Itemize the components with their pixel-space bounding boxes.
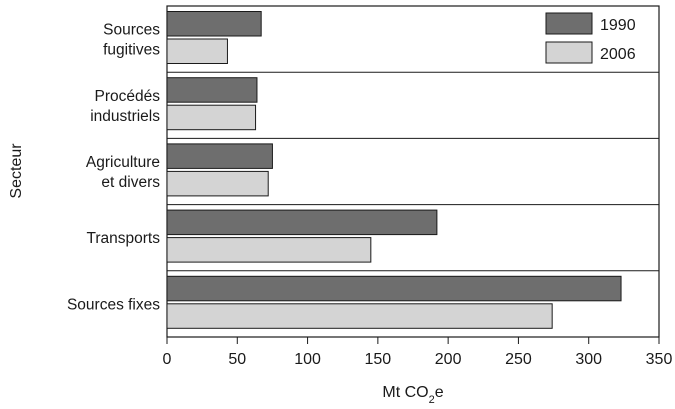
category-label: Procédés: [95, 88, 161, 105]
legend-swatch-1990: [545, 12, 593, 35]
category-label: Agriculture: [86, 154, 160, 171]
x-axis-label: Mt CO2e: [382, 384, 443, 406]
category-label: Sources fixes: [67, 296, 160, 313]
x-tick-label: 100: [294, 351, 321, 368]
bar-1990-1: [166, 77, 258, 103]
legend-label-2006: 2006: [600, 46, 636, 63]
category-label: Sources: [103, 22, 160, 39]
legend-label-1990: 1990: [600, 17, 636, 34]
bar-2006-4: [166, 303, 553, 329]
x-tick-label: 150: [365, 351, 392, 368]
bar-1990-4: [166, 275, 622, 302]
x-tick-label: 250: [505, 351, 532, 368]
x-axis-ticks: 0 50 100 150 200 250 300 350: [163, 337, 673, 368]
bar-2006-1: [166, 104, 257, 131]
y-axis-label: Secteur: [8, 143, 25, 199]
category-separators: [167, 71, 659, 272]
bar-1990-2: [166, 143, 273, 169]
category-labels: Sources fugitives Procédés industriels Agric…: [67, 22, 160, 314]
bar-2006-2: [166, 170, 269, 197]
bar-1990-0: [166, 11, 262, 37]
legend: 1990 2006: [545, 12, 636, 64]
x-tick-label: 350: [646, 351, 673, 368]
category-label: et divers: [101, 174, 160, 191]
legend-swatch-2006: [545, 41, 593, 64]
category-label: industriels: [90, 108, 160, 125]
bar-2006-0: [166, 38, 228, 64]
x-tick-label: 50: [228, 351, 246, 368]
x-tick-label: 200: [435, 351, 462, 368]
category-label: Transports: [86, 230, 160, 247]
bar-2006-3: [166, 237, 372, 263]
x-tick-label: 300: [575, 351, 602, 368]
bar-1990-3: [166, 209, 438, 236]
bars-group: [166, 11, 622, 329]
category-label: fugitives: [103, 42, 160, 59]
x-tick-label: 0: [163, 351, 172, 368]
